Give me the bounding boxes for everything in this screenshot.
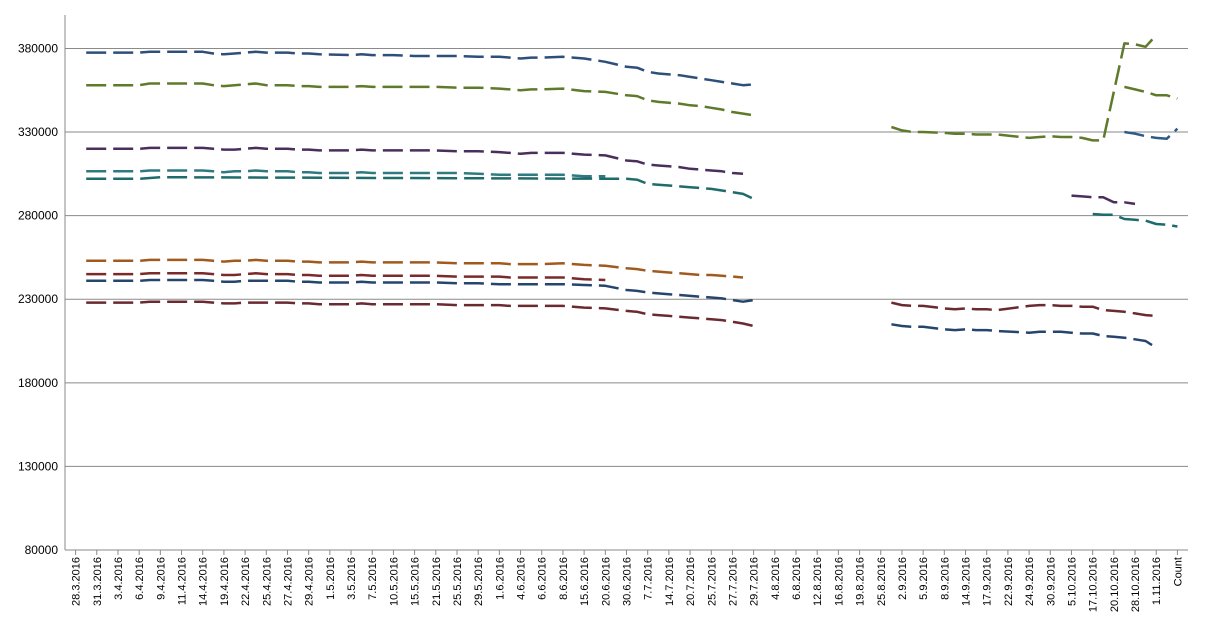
x-tick-label: 6.6.2016 <box>537 557 549 600</box>
x-tick-label: 5.9.2016 <box>918 557 930 600</box>
x-tick-label: 6.4.2016 <box>134 557 146 600</box>
x-tick-label: 20.10.2016 <box>1109 557 1121 612</box>
x-tick-label: 16.8.2016 <box>833 557 845 606</box>
x-tick-label: 1.5.2016 <box>325 557 337 600</box>
series-line-s10 <box>891 323 1157 349</box>
series-line-s15 <box>1092 212 1178 228</box>
x-tick-label: 5.10.2016 <box>1066 557 1078 606</box>
x-tick-label: 30.6.2016 <box>622 557 634 606</box>
x-tick-label: 25.4.2016 <box>261 557 273 606</box>
x-tick-label: 2.9.2016 <box>897 557 909 600</box>
series-line-s6 <box>86 258 744 279</box>
x-tick-label: 28.10.2016 <box>1130 557 1142 612</box>
x-tick-label: 12.8.2016 <box>812 557 824 606</box>
x-tick-label: 9.4.2016 <box>155 557 167 600</box>
axes: 80000 130000 180000 230000 280000 330000 38000… <box>18 15 1188 612</box>
series-line-s8 <box>86 278 754 303</box>
series-line-s4 <box>86 169 606 178</box>
x-tick-label: 27.4.2016 <box>282 557 294 606</box>
x-tick-label: 20.7.2016 <box>685 557 697 606</box>
x-tick-label: 7.7.2016 <box>643 557 655 600</box>
series-line-s3 <box>86 146 744 176</box>
series-line-s9 <box>86 300 754 328</box>
x-tick-label: 14.7.2016 <box>664 557 676 606</box>
x-tick-label: 25.5.2016 <box>452 557 464 606</box>
x-tick-label: 8.9.2016 <box>939 557 951 600</box>
x-tick-label: 11.4.2016 <box>177 557 189 605</box>
y-tick-label: 330000 <box>18 125 58 139</box>
x-tick-label: 22.9.2016 <box>1003 557 1015 606</box>
y-tick-label: 180000 <box>18 376 58 390</box>
x-tick-label: 3.4.2016 <box>113 557 125 600</box>
x-tick-label: 7.5.2016 <box>367 557 379 600</box>
x-tick-label: 6.8.2016 <box>791 557 803 600</box>
series-line-s7 <box>86 272 606 282</box>
series-line-s12 <box>891 34 1158 142</box>
series-group <box>86 34 1179 349</box>
series-line-s13 <box>1124 85 1178 100</box>
x-tick-label: 20.6.2016 <box>600 557 612 606</box>
x-tick-label: 29.4.2016 <box>304 557 316 606</box>
x-tick-label: 15.6.2016 <box>579 557 591 606</box>
x-tick-label: 14.4.2016 <box>198 557 210 606</box>
x-tick-label: 17.10.2016 <box>1088 557 1100 612</box>
x-tick-label: 27.7.2016 <box>727 557 739 606</box>
x-tick-label: 4.8.2016 <box>770 557 782 600</box>
y-tick-label: 80000 <box>25 543 59 557</box>
x-tick-label: 30.9.2016 <box>1045 557 1057 606</box>
y-tick-label: 230000 <box>18 292 58 306</box>
x-tick-label: 25.8.2016 <box>876 557 888 606</box>
series-line-s5 <box>86 175 755 201</box>
x-tick-label: 31.3.2016 <box>92 557 104 606</box>
series-line-s1 <box>86 50 754 87</box>
x-tick-label: 25.7.2016 <box>706 557 718 606</box>
x-tick-label: 19.8.2016 <box>855 557 867 606</box>
x-tick-label: 4.6.2016 <box>516 557 528 600</box>
x-tick-label: 29.7.2016 <box>749 557 761 606</box>
x-tick-label: 21.5.2016 <box>431 557 443 606</box>
series-line-s14 <box>1124 127 1179 140</box>
x-tick-label: 19.4.2016 <box>219 557 231 606</box>
series-line-s16 <box>1071 194 1136 206</box>
x-tick-label: 1.6.2016 <box>494 557 506 600</box>
y-tick-label: 280000 <box>18 209 58 223</box>
series-line-s2 <box>86 82 754 117</box>
x-tick-label: 29.5.2016 <box>473 557 485 606</box>
gridlines <box>65 47 1188 551</box>
x-tick-label: 8.6.2016 <box>558 557 570 600</box>
y-tick-label: 130000 <box>18 459 58 473</box>
series-line-s11 <box>891 301 1157 318</box>
x-tick-label: 10.5.2016 <box>388 557 400 606</box>
y-tick-label: 380000 <box>18 41 58 55</box>
x-tick-label: 14.9.2016 <box>961 557 973 606</box>
x-tick-label: 24.9.2016 <box>1024 557 1036 606</box>
x-tick-label: 15.5.2016 <box>410 557 422 606</box>
x-tick-label: 1.11.2016 <box>1151 557 1163 605</box>
x-tick-label: 28.3.2016 <box>71 557 83 606</box>
x-tick-label: Count <box>1172 557 1184 586</box>
x-tick-label: 3.5.2016 <box>346 557 358 600</box>
x-tick-label: 17.9.2016 <box>982 557 994 606</box>
x-tick-label: 22.4.2016 <box>240 557 252 606</box>
